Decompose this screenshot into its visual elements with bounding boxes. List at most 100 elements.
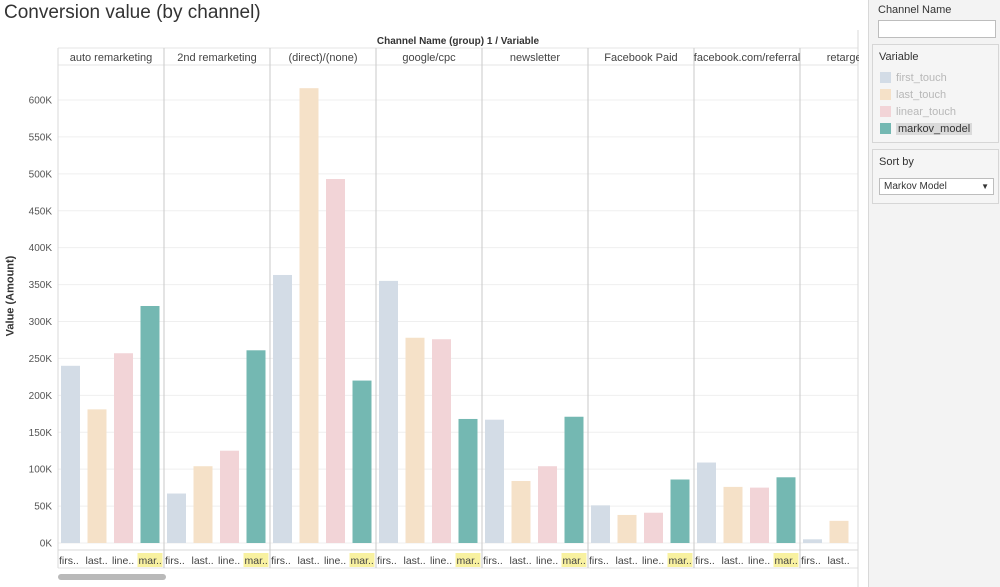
y-tick-label: 500K	[29, 169, 53, 180]
chevron-down-icon: ▼	[981, 182, 989, 191]
x-tick-label: line..	[536, 555, 558, 567]
y-tick-label: 350K	[29, 280, 53, 291]
tick-highlight	[243, 553, 269, 567]
bar-linear_touch	[114, 353, 133, 543]
x-tick-label: firs..	[589, 555, 609, 567]
x-tick-label: mar..	[139, 555, 162, 567]
tick-highlight	[349, 553, 375, 567]
bar-first_touch	[167, 493, 186, 543]
category-label: (direct)/(none)	[288, 52, 357, 64]
x-tick-label: line..	[324, 555, 346, 567]
bar-markov_model	[458, 418, 478, 543]
x-tick-label: line..	[430, 555, 452, 567]
x-tick-label: last..	[192, 555, 214, 567]
x-tick-label: firs..	[271, 555, 291, 567]
channel-name-input[interactable]	[878, 20, 996, 38]
bar-last_touch	[299, 88, 319, 543]
bar-linear_touch	[644, 512, 663, 543]
bar-linear_touch	[220, 450, 239, 543]
category-label: auto remarketing	[70, 52, 153, 64]
right-panel: Channel Name Variable first_touch last_t…	[868, 0, 1000, 587]
y-axis-title: Value (Amount)	[4, 255, 17, 337]
legend-item-markov-model[interactable]: markov_model	[873, 120, 998, 137]
category-label: Facebook Paid	[604, 52, 677, 64]
category-label: facebook.com/referral	[694, 52, 800, 64]
y-tick-label: 400K	[29, 243, 53, 254]
bar-last_touch	[87, 409, 107, 543]
tick-highlight	[561, 553, 587, 567]
bar-linear_touch	[432, 339, 451, 543]
legend-item-first-touch[interactable]: first_touch	[873, 69, 998, 86]
x-tick-label: line..	[218, 555, 240, 567]
horizontal-scrollbar[interactable]	[58, 573, 858, 581]
sort-by-panel: Sort by Markov Model ▼	[872, 149, 999, 204]
x-tick-label: mar..	[245, 555, 268, 567]
x-tick-label: last..	[722, 555, 744, 567]
x-tick-label: last..	[616, 555, 638, 567]
x-tick-label: firs..	[59, 555, 79, 567]
y-tick-label: 150K	[29, 428, 53, 439]
bar-last_touch	[723, 486, 743, 543]
x-tick-label: firs..	[165, 555, 185, 567]
bar-linear_touch	[326, 179, 345, 544]
tick-highlight	[773, 553, 799, 567]
bar-first_touch	[273, 274, 292, 543]
bar-markov_model	[776, 477, 796, 543]
column-header-title: Channel Name (group) 1 / Variable	[377, 36, 540, 47]
bar-first_touch	[591, 505, 610, 543]
tick-highlight	[137, 553, 163, 567]
bar-markov_model	[352, 380, 372, 543]
page-title: Conversion value (by channel)	[4, 2, 261, 23]
scrollbar-thumb[interactable]	[58, 574, 166, 580]
y-tick-label: 100K	[29, 465, 53, 476]
chart-area: Conversion value (by channel) Channel Na…	[4, 2, 868, 587]
tick-highlight	[455, 553, 481, 567]
bar-first_touch	[61, 365, 80, 543]
channel-filter: Channel Name	[872, 0, 1000, 38]
bar-linear_touch	[538, 466, 557, 543]
x-tick-label: line..	[642, 555, 664, 567]
y-tick-label: 250K	[29, 354, 53, 365]
y-tick-label: 600K	[29, 96, 53, 107]
category-label: newsletter	[510, 52, 560, 64]
x-tick-label: mar..	[563, 555, 586, 567]
x-tick-label: last..	[510, 555, 532, 567]
y-tick-label: 550K	[29, 132, 53, 143]
y-tick-label: 0K	[40, 539, 53, 550]
x-tick-label: line..	[112, 555, 134, 567]
bar-markov_model	[140, 305, 160, 543]
variable-legend: Variable first_touch last_touch linear_t…	[872, 44, 999, 143]
legend-label: linear_touch	[896, 105, 956, 118]
x-tick-label: firs..	[695, 555, 715, 567]
x-tick-label: mar..	[351, 555, 374, 567]
bar-last_touch	[617, 514, 637, 543]
markov-model-swatch	[880, 123, 891, 134]
y-tick-label: 450K	[29, 206, 53, 217]
sort-by-title: Sort by	[879, 156, 914, 168]
x-tick-label: firs..	[483, 555, 503, 567]
legend-item-linear-touch[interactable]: linear_touch	[873, 103, 998, 120]
last-touch-swatch	[880, 89, 891, 100]
bar-first_touch	[485, 419, 504, 543]
y-tick-label: 300K	[29, 317, 53, 328]
first-touch-swatch	[880, 72, 891, 83]
sort-by-value: Markov Model	[884, 181, 947, 192]
bar-markov_model	[246, 350, 266, 543]
x-tick-label: firs..	[801, 555, 821, 567]
category-label: retargeting	[827, 52, 868, 64]
tick-highlight	[667, 553, 693, 567]
category-label: google/cpc	[402, 52, 456, 64]
x-tick-label: last..	[298, 555, 320, 567]
x-tick-label: mar..	[775, 555, 798, 567]
variable-legend-title: Variable	[879, 51, 919, 63]
category-label: 2nd remarketing	[177, 52, 257, 64]
sort-by-select[interactable]: Markov Model ▼	[879, 178, 994, 195]
overflow-mask	[859, 30, 868, 587]
bar-last_touch	[193, 466, 213, 543]
bar-markov_model	[564, 416, 584, 543]
x-tick-label: last..	[404, 555, 426, 567]
legend-item-last-touch[interactable]: last_touch	[873, 86, 998, 103]
x-tick-label: mar..	[457, 555, 480, 567]
bar-first_touch	[697, 462, 716, 543]
x-tick-label: last..	[828, 555, 850, 567]
